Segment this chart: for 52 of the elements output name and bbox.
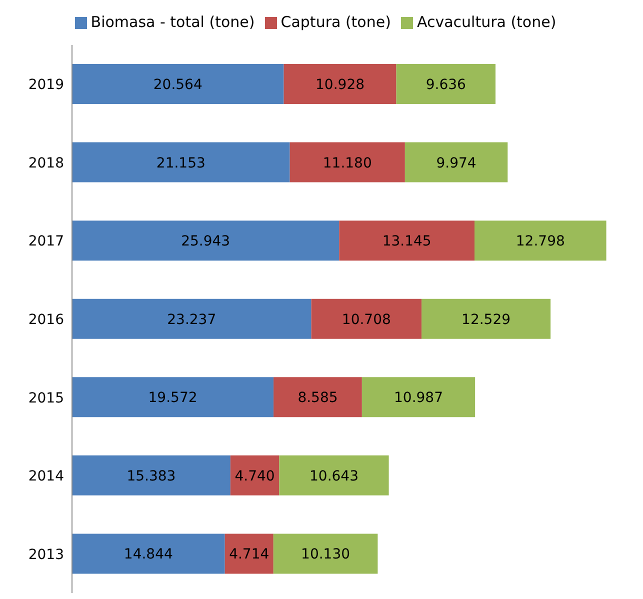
bar	[422, 298, 551, 339]
legend-label: Captura (tone)	[280, 13, 391, 31]
legend-label: Acvacultura (tone)	[416, 13, 556, 31]
data-label: 10.708	[342, 312, 391, 328]
data-label: 23.237	[167, 312, 216, 328]
data-label: 9.974	[436, 155, 476, 172]
data-label: 10.130	[301, 546, 350, 563]
bar	[230, 455, 280, 496]
bar	[72, 377, 274, 418]
bar	[72, 298, 312, 339]
y-tick-label: 2013	[28, 546, 64, 563]
bar	[311, 298, 422, 339]
bar	[72, 142, 290, 182]
bar	[396, 64, 496, 104]
data-label: 9.636	[426, 76, 466, 93]
bar	[362, 377, 476, 418]
y-tick-label: 2014	[28, 468, 64, 485]
bar	[339, 220, 474, 261]
data-label: 10.987	[394, 390, 444, 406]
y-tick-label: 2018	[28, 155, 64, 172]
bar	[72, 64, 284, 104]
data-label: 13.145	[382, 234, 432, 250]
data-label: 12.529	[462, 312, 511, 328]
data-label: 12.798	[516, 234, 565, 250]
bar	[404, 142, 508, 182]
data-label: 10.643	[310, 468, 359, 484]
data-label: 8.585	[298, 390, 338, 406]
y-tick-label: 2017	[28, 234, 64, 250]
data-label: 19.572	[148, 390, 198, 406]
data-label: 21.153	[156, 155, 206, 172]
bar	[72, 534, 225, 574]
y-tick-label: 2019	[28, 77, 64, 94]
data-label: 15.383	[126, 468, 176, 484]
data-label: 25.943	[181, 234, 230, 250]
bar	[274, 377, 362, 418]
bar	[273, 534, 378, 574]
y-tick-label: 2015	[28, 390, 64, 406]
data-label: 20.564	[153, 76, 202, 93]
bar	[279, 455, 389, 496]
data-label: 4.740	[234, 468, 275, 484]
bar	[474, 220, 606, 261]
bar	[224, 534, 274, 574]
bar	[72, 220, 340, 261]
y-tick-label: 2016	[28, 312, 64, 328]
data-label: 10.928	[316, 76, 365, 93]
data-label: 11.180	[322, 155, 372, 172]
bar	[72, 455, 230, 496]
bar	[284, 64, 396, 104]
data-label: 14.844	[124, 546, 174, 563]
bar	[290, 142, 405, 182]
data-label: 4.714	[229, 546, 270, 563]
legend-label: Biomasa - total (tone)	[90, 13, 255, 31]
